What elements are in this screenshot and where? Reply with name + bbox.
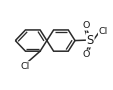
Text: O: O xyxy=(81,50,89,59)
Text: O: O xyxy=(81,21,89,30)
Text: Cl: Cl xyxy=(21,62,30,71)
Text: S: S xyxy=(86,34,93,47)
Text: Cl: Cl xyxy=(98,27,107,36)
